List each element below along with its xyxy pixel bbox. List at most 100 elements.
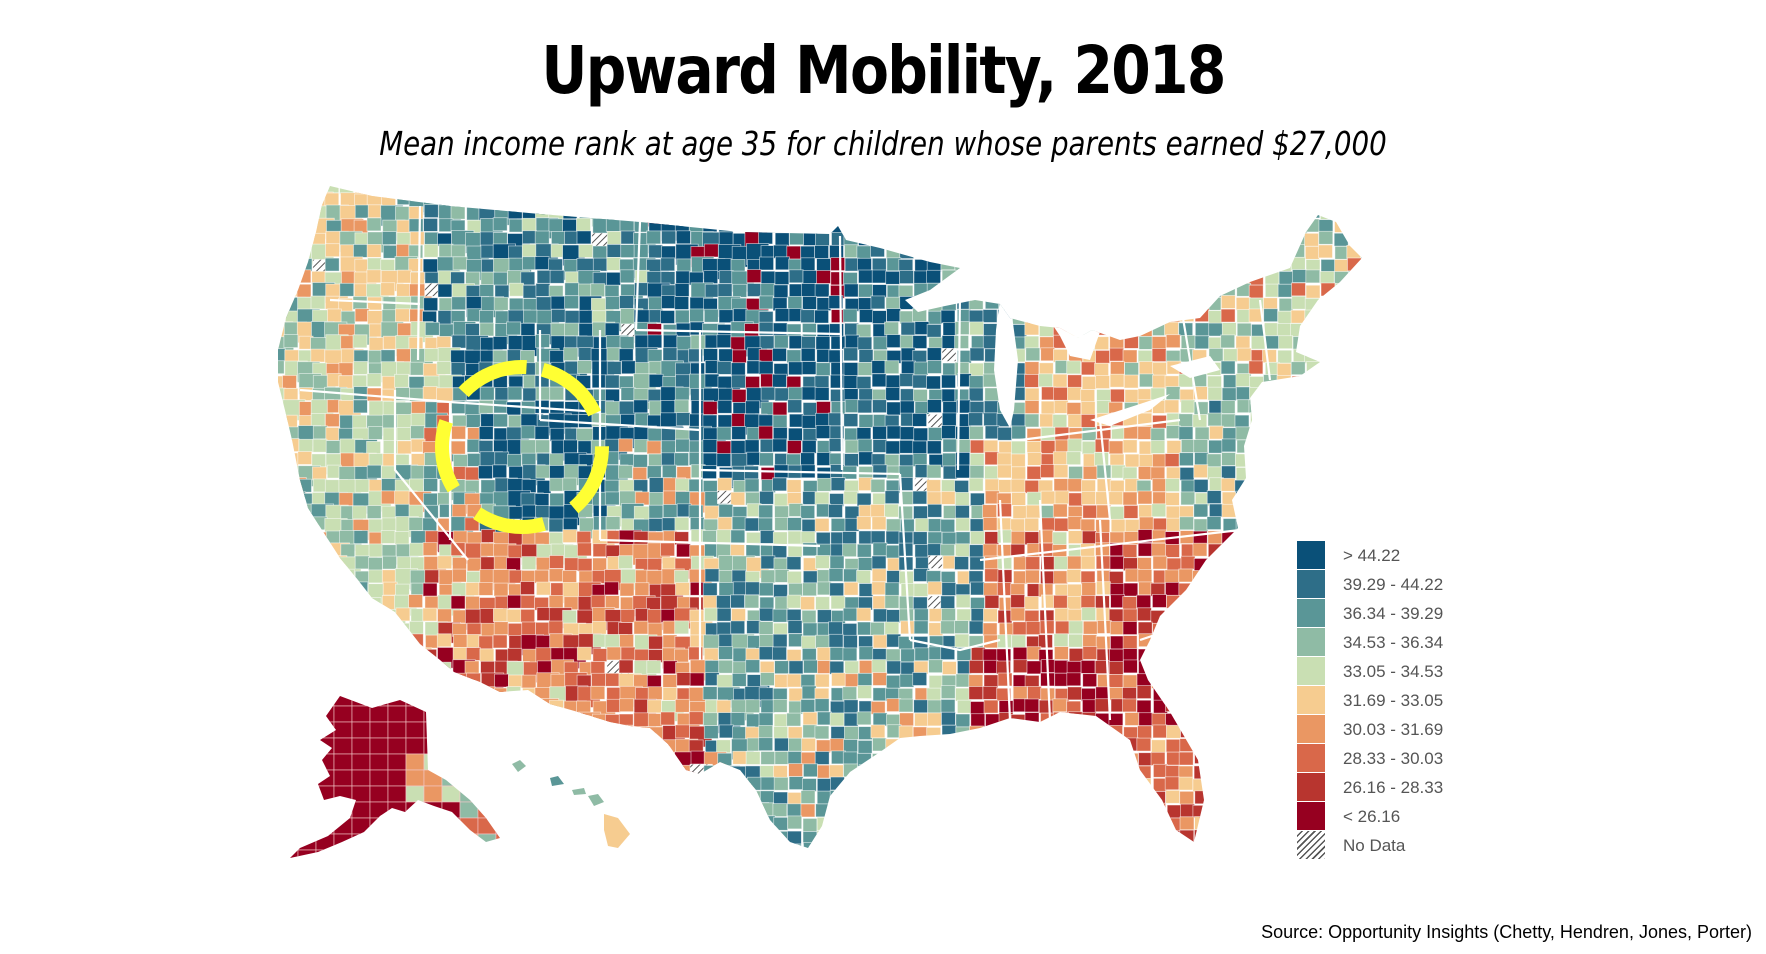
- county: [996, 790, 1012, 804]
- county: [788, 186, 804, 193]
- county: [1319, 334, 1335, 349]
- county: [298, 544, 322, 566]
- county: [397, 322, 412, 337]
- county: [870, 217, 886, 232]
- county: [661, 295, 676, 309]
- county: [591, 186, 606, 195]
- county: [884, 321, 899, 336]
- county: [956, 765, 972, 780]
- county: [718, 724, 734, 739]
- county: [1263, 726, 1279, 741]
- county: [1096, 257, 1111, 272]
- county: [422, 492, 438, 507]
- county: [775, 186, 790, 193]
- county: [310, 544, 326, 559]
- county: [1179, 282, 1195, 297]
- county: [1305, 186, 1321, 195]
- county: [843, 712, 859, 727]
- county: [590, 804, 606, 819]
- county: [548, 816, 572, 838]
- county: [1193, 672, 1209, 687]
- county: [746, 829, 762, 844]
- county: [997, 842, 1012, 848]
- county: [884, 582, 900, 597]
- county: [423, 465, 439, 480]
- county: [968, 686, 984, 700]
- county: [660, 271, 676, 286]
- county: [592, 257, 608, 272]
- county: [1221, 244, 1237, 259]
- county: [549, 386, 565, 401]
- county: [1360, 414, 1362, 429]
- county: [1235, 466, 1251, 481]
- county: [983, 608, 998, 623]
- county: [1151, 348, 1167, 363]
- county: [1053, 257, 1069, 272]
- county: [1066, 596, 1082, 610]
- county: [315, 785, 335, 803]
- county: [954, 776, 970, 791]
- county: [604, 764, 620, 779]
- county: [1122, 349, 1138, 364]
- county: [549, 269, 565, 284]
- county: [632, 765, 656, 787]
- county: [872, 687, 888, 702]
- county: [354, 555, 370, 570]
- county: [464, 714, 480, 728]
- county: [396, 283, 412, 298]
- county: [480, 271, 496, 286]
- county: [898, 829, 914, 844]
- county: [1278, 830, 1293, 845]
- county: [1040, 490, 1056, 505]
- county: [1208, 829, 1224, 844]
- county: [1292, 491, 1308, 506]
- county: [495, 705, 500, 723]
- county: [1206, 583, 1221, 597]
- county: [1264, 607, 1279, 622]
- great-lake: [960, 258, 1060, 288]
- county: [1082, 230, 1098, 245]
- county: [1066, 660, 1082, 675]
- county: [1080, 791, 1096, 806]
- county: [1165, 789, 1181, 804]
- county: [605, 725, 621, 740]
- county: [1041, 219, 1056, 234]
- contiguous-us-counties: [278, 186, 1362, 848]
- county: [702, 777, 718, 792]
- county: [297, 817, 317, 835]
- county: [1248, 243, 1264, 258]
- county: [480, 542, 496, 557]
- county: [338, 375, 354, 390]
- county: [884, 830, 900, 845]
- county: [689, 321, 705, 336]
- county: [333, 817, 353, 835]
- county: [1221, 817, 1237, 831]
- county: [1320, 206, 1335, 220]
- county: [606, 698, 621, 713]
- county: [942, 438, 958, 453]
- county: [354, 608, 378, 631]
- county: [1264, 440, 1280, 455]
- county: [1263, 661, 1278, 676]
- county: [814, 751, 830, 765]
- county: [1108, 763, 1124, 778]
- county: [620, 386, 636, 401]
- county: [1108, 842, 1124, 848]
- county: [368, 336, 384, 351]
- county: [315, 737, 335, 755]
- county: [1012, 219, 1028, 234]
- county: [548, 218, 564, 233]
- county: [1067, 530, 1083, 544]
- county: [1290, 244, 1305, 259]
- county: [394, 531, 410, 545]
- county: [702, 452, 718, 467]
- county: [1248, 360, 1264, 375]
- county: [871, 779, 887, 793]
- county: [1012, 789, 1028, 804]
- county: [312, 582, 328, 597]
- county: [648, 635, 663, 650]
- county: [297, 193, 322, 215]
- county: [451, 568, 467, 583]
- county: [1234, 245, 1250, 259]
- county: [746, 620, 762, 634]
